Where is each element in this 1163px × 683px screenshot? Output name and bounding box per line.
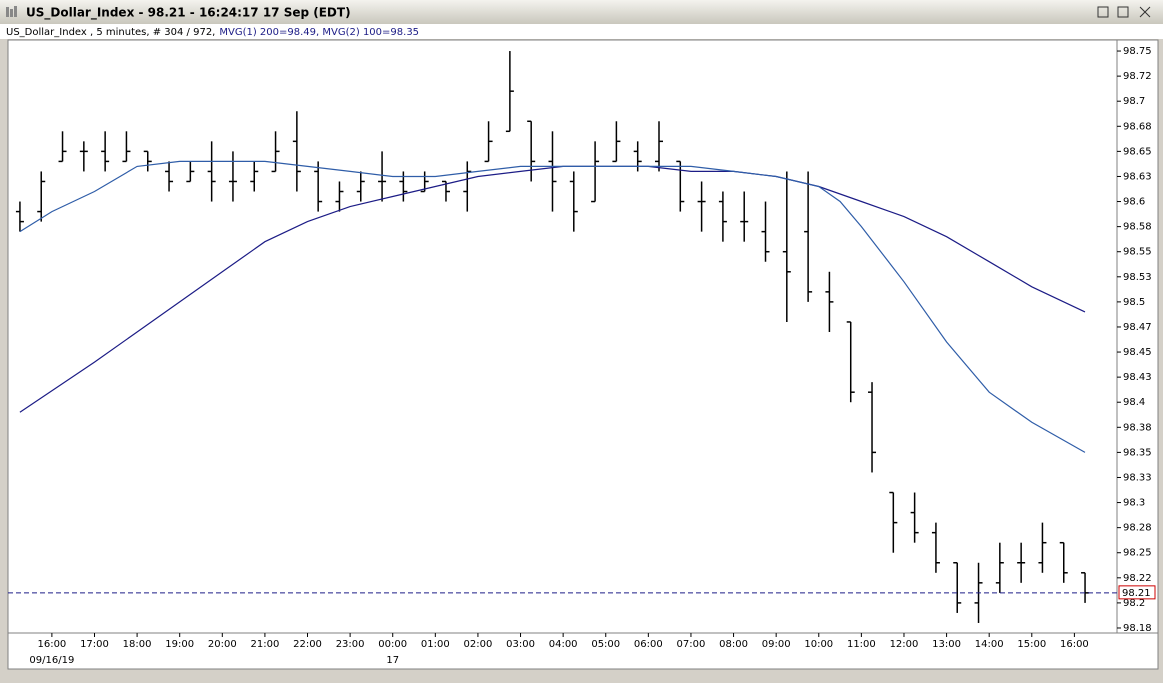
x-tick-label: 11:00	[847, 639, 876, 650]
x-tick-label: 14:00	[975, 639, 1004, 650]
plot: 98.75 98.72 98.7 98.68 98.65 98.63 98.6 98.58 98…	[8, 46, 1156, 666]
y-tick-label: 98.65	[1123, 146, 1152, 157]
y-tick-label: 98.6	[1123, 197, 1145, 208]
y-tick-label: 98.4	[1123, 397, 1145, 408]
x-tick-label: 06:00	[634, 639, 663, 650]
moving-average	[19, 160, 1086, 453]
y-tick-label: 98.3	[1123, 498, 1145, 509]
x-tick-label: 09:00	[762, 639, 791, 650]
y-tick-label: 98.72	[1123, 71, 1152, 82]
y-tick-label: 98.18	[1123, 623, 1152, 634]
x-tick-label: 07:00	[677, 639, 706, 650]
y-tick-label: 98.25	[1123, 548, 1152, 559]
x-tick-label: 16:00	[37, 639, 66, 650]
y-tick-label: 98.58	[1123, 222, 1152, 233]
y-tick-label: 98.53	[1123, 272, 1152, 283]
y-tick-label: 98.33	[1123, 472, 1152, 483]
x-axis-area	[7, 632, 1159, 670]
y-tick-label: 98.63	[1123, 171, 1152, 182]
y-tick-label: 98.43	[1123, 372, 1152, 383]
last-price-label: 98.21	[1122, 588, 1151, 599]
x-tick-label: 04:00	[549, 639, 578, 650]
x-tick-label: 00:00	[378, 639, 407, 650]
x-tick-label: 16:00	[1060, 639, 1089, 650]
x-tick-label: 13:00	[932, 639, 961, 650]
x-tick-label: 05:00	[591, 639, 620, 650]
x-tick-label: 12:00	[890, 639, 919, 650]
y-tick-label: 98.22	[1123, 573, 1152, 584]
x-tick-label: 02:00	[464, 639, 493, 650]
title-icon	[6, 6, 17, 17]
y-tick-label: 98.45	[1123, 347, 1152, 358]
x-tick-label: 19:00	[165, 639, 194, 650]
x-tick-label: 01:00	[421, 639, 450, 650]
x-tick-label: 23:00	[336, 639, 365, 650]
date-label: 17	[386, 655, 399, 666]
x-tick-label: 21:00	[250, 639, 279, 650]
y-tick-label: 98.55	[1123, 247, 1152, 258]
y-tick-label: 98.28	[1123, 523, 1152, 534]
title-bar	[0, 0, 1163, 24]
info-bar	[0, 24, 1163, 39]
window-buttons[interactable]	[1097, 6, 1151, 18]
y-tick-label: 98.38	[1123, 422, 1152, 433]
y-tick-label: 98.7	[1123, 96, 1145, 107]
x-tick-label: 10:00	[804, 639, 833, 650]
info-prefix: US_Dollar_Index , 5 minutes, # 304 / 972…	[6, 27, 215, 38]
y-tick-label: 98.68	[1123, 121, 1152, 132]
x-tick-label: 15:00	[1017, 639, 1046, 650]
info-indicators: MVG(1) 200=98.49, MVG(2) 100=98.35	[219, 27, 419, 38]
date-label: 09/16/19	[29, 655, 74, 666]
plot-area	[7, 39, 1118, 634]
x-tick-label: 18:00	[123, 639, 152, 650]
window-title: US_Dollar_Index - 98.21 - 16:24:17 17 Se…	[26, 6, 351, 21]
x-tick-label: 17:00	[80, 639, 109, 650]
y-tick-label: 98.75	[1123, 46, 1152, 57]
x-tick-label: 20:00	[208, 639, 237, 650]
last-price-box	[1118, 585, 1156, 600]
y-tick-label: 98.35	[1123, 447, 1152, 458]
x-tick-label: 22:00	[293, 639, 322, 650]
x-tick-label: 03:00	[506, 639, 535, 650]
y-tick-label: 98.5	[1123, 297, 1145, 308]
y-tick-label: 98.2	[1123, 598, 1145, 609]
x-tick-label: 08:00	[719, 639, 748, 650]
y-tick-label: 98.47	[1123, 322, 1152, 333]
info-line: US_Dollar_Index , 5 minutes, # 304 / 972…	[6, 27, 419, 38]
